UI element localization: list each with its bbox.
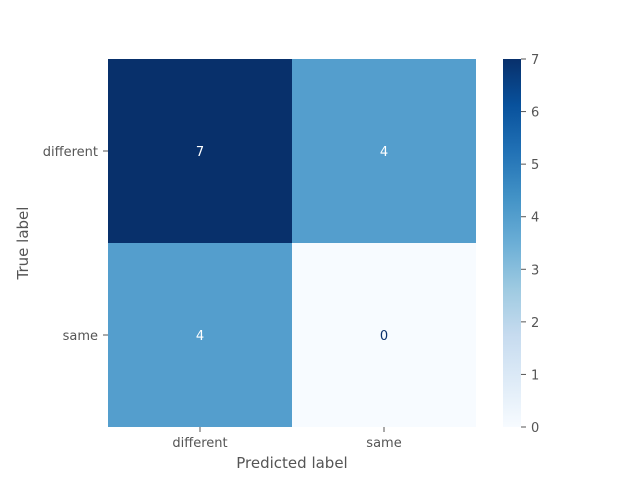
heatmap-cell: [292, 243, 476, 427]
y-axis-ticks: different same: [43, 145, 108, 344]
heatmap-cell: [108, 59, 292, 243]
colorbar: [503, 59, 521, 427]
y-tick-label: different: [43, 145, 98, 160]
cell-value-label: 0: [380, 329, 388, 344]
x-axis-label: Predicted label: [236, 454, 347, 472]
colorbar-tick-label: 3: [531, 263, 539, 278]
x-tick-label: different: [172, 436, 227, 451]
colorbar-tick-label: 2: [531, 316, 539, 331]
colorbar-ticks: 0 1 2 3 4 5 6 7: [521, 53, 539, 436]
cell-value-label: 4: [196, 329, 204, 344]
cell-value-label: 7: [196, 145, 204, 160]
colorbar-tick-label: 1: [531, 368, 539, 383]
heatmap-cell: [292, 59, 476, 243]
colorbar-tick-label: 0: [531, 421, 539, 436]
heatmap-cell: [108, 243, 292, 427]
colorbar-tick-label: 4: [531, 211, 539, 226]
colorbar-tick-label: 7: [531, 53, 539, 68]
heatmap-cells: 7 4 4 0: [108, 59, 476, 427]
x-axis-ticks: different same: [172, 427, 402, 451]
x-tick-label: same: [366, 436, 401, 451]
colorbar-tick-label: 5: [531, 158, 539, 173]
y-tick-label: same: [63, 329, 98, 344]
colorbar-tick-label: 6: [531, 106, 539, 121]
y-axis-label: True label: [14, 207, 32, 281]
cell-value-label: 4: [380, 145, 388, 160]
